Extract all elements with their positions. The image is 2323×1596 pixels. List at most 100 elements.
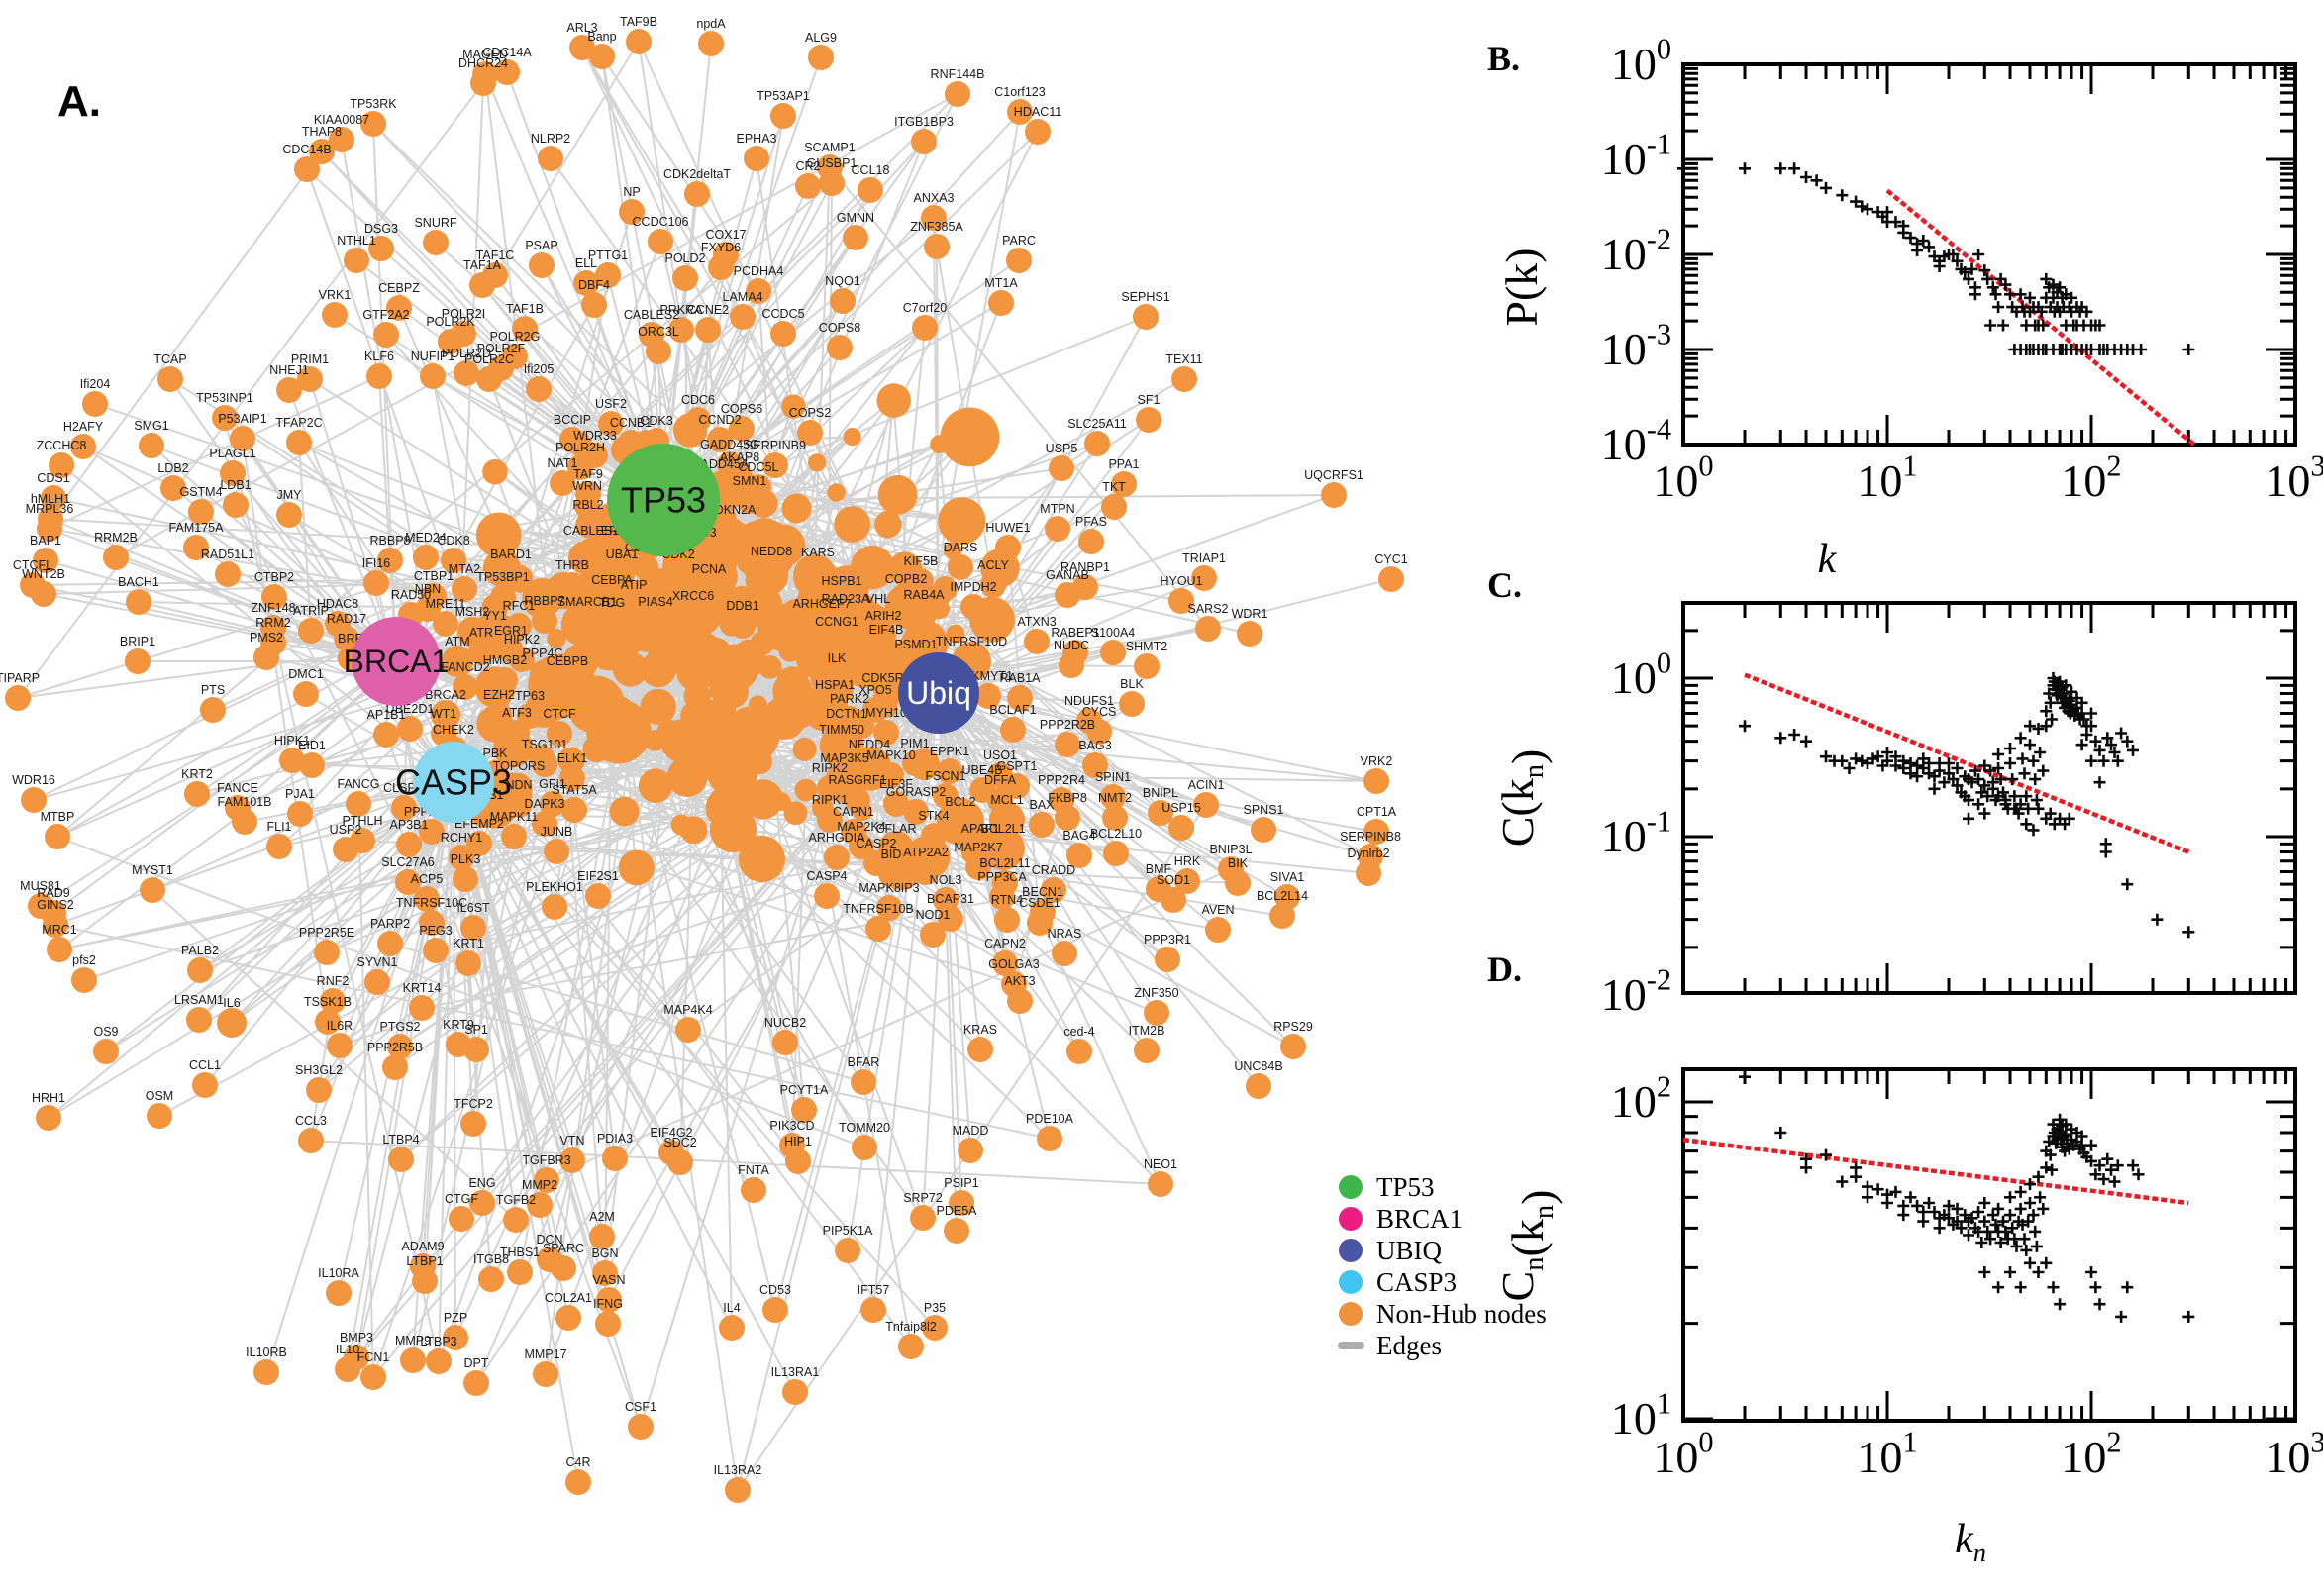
network-node (469, 1190, 495, 1216)
network-node-label: CCDC106 (633, 215, 689, 229)
network-node (589, 1224, 615, 1249)
network-node-label: MAGED (462, 48, 508, 61)
network-node (294, 156, 320, 182)
network-node-label: CDC14A (482, 46, 532, 59)
network-node-label: JUNB (541, 825, 573, 839)
network-node (1100, 784, 1126, 810)
network-node (1133, 304, 1159, 330)
network-node-label: PSMD1 (894, 638, 937, 651)
network-node (911, 129, 937, 154)
network-node (619, 199, 645, 225)
network-node-label: TOPORS (493, 759, 546, 773)
network-node-label: TAF1A (463, 258, 502, 272)
network-node-label: VRK2 (1361, 754, 1393, 768)
network-node-label: OSM (146, 1089, 173, 1103)
network-node-label: FANCG (337, 777, 379, 791)
network-node (232, 809, 257, 835)
network-node (903, 799, 929, 825)
network-node (140, 877, 165, 903)
network-node (559, 427, 585, 452)
network-node-label: GSTM4 (179, 485, 222, 499)
network-node (602, 1146, 628, 1171)
network-node-label: DDB1 (726, 599, 758, 613)
network-node (261, 584, 287, 610)
network-node (469, 272, 495, 298)
network-node (817, 807, 843, 833)
panel-c-label: C. (1487, 565, 1522, 605)
network-node-label: EIF4G2 (650, 1126, 692, 1140)
network-node-label: PDE10A (1026, 1112, 1074, 1126)
network-node-label: FAM175A (169, 521, 225, 535)
network-node (744, 146, 769, 171)
network-node-label: OS9 (93, 1025, 118, 1039)
network-node (397, 716, 423, 742)
network-node-label: TP63 (515, 689, 545, 703)
network-node-label: CR2 (795, 159, 820, 173)
network-node-label: SMG1 (134, 419, 168, 433)
network-node-label: CCNE2 (687, 303, 729, 317)
network-node (449, 845, 474, 870)
network-node-label: BACH1 (118, 575, 159, 589)
network-node (633, 554, 658, 580)
network-node-label: POLR2D (442, 347, 491, 360)
network-core-node (735, 639, 761, 665)
network-core-node (807, 453, 827, 472)
network-node-label: PLAGL1 (209, 447, 255, 460)
network-node-label: MRPL36 (26, 502, 74, 516)
network-node (299, 752, 325, 778)
network-node (364, 969, 390, 995)
network-node-label: NDUFS1 (1064, 694, 1114, 708)
network-node-label: CCDC5 (761, 307, 804, 321)
network-node-label: GINS2 (37, 898, 74, 912)
network-node-label: PDIA3 (597, 1132, 633, 1146)
network-node (551, 1255, 576, 1281)
network-node (817, 775, 843, 801)
network-node-label: ITM2B (1129, 1024, 1165, 1038)
network-node-label: FNTA (738, 1163, 769, 1177)
network-node (965, 854, 991, 880)
network-node (395, 869, 421, 895)
network-core-node (794, 778, 818, 802)
network-node (377, 931, 403, 956)
network-node-label: MED24 (405, 531, 447, 545)
network-node (958, 1138, 983, 1163)
network-node-label: CTBP2 (254, 570, 294, 584)
network-node (949, 1190, 974, 1216)
network-node-label: FSCN1 (926, 769, 966, 783)
network-node (672, 265, 698, 291)
network-node-label: PTTG1 (588, 249, 628, 262)
network-node (575, 512, 601, 538)
network-node-label: RAD9 (37, 886, 69, 900)
network-node-label: TFCP2 (454, 1097, 493, 1111)
network-node (675, 1017, 701, 1043)
network-node-label: SNURF (414, 216, 456, 230)
network-node (1364, 819, 1389, 845)
network-node-label: WRN (572, 479, 602, 493)
network-node (542, 894, 567, 920)
plot-box-b (1681, 62, 2297, 447)
x-axis-title-b: k (1818, 537, 1838, 582)
network-node (857, 751, 882, 777)
network-node (490, 584, 516, 610)
network-node-label: VASN (592, 1273, 625, 1287)
network-node (795, 173, 821, 199)
network-node (849, 834, 874, 859)
network-node-label: PCNA (692, 562, 727, 576)
y-axis-title-c: C(kn) (1492, 749, 1553, 848)
legend-swatch-non-hub-nodes (1339, 1302, 1363, 1326)
network-node (1037, 1126, 1062, 1151)
network-node (980, 572, 1006, 598)
network-node (898, 1334, 924, 1359)
network-node-label: FANCE (217, 781, 258, 795)
network-node (1029, 812, 1055, 838)
network-node-label: IL10RB (246, 1346, 287, 1359)
network-node (183, 535, 209, 560)
network-node-label: BLK (1120, 677, 1144, 691)
network-node-label: VRK1 (319, 288, 352, 302)
network-node (186, 1007, 212, 1033)
network-node-label: ZNF350 (1134, 986, 1178, 1000)
network-node-label: IFNG (593, 1297, 623, 1311)
network-node-label: PSAP (525, 239, 557, 252)
network-node-label: PALB2 (181, 944, 219, 957)
network-node-label: RIPK2 (812, 761, 848, 775)
